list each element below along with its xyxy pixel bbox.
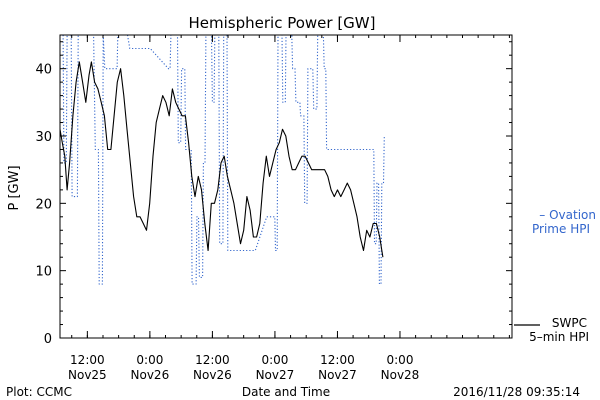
y-tick-label: 40 [35, 63, 52, 78]
legend-swpc-label-line1: SWPC [552, 316, 587, 330]
y-axis-label: P [GW] [7, 165, 22, 210]
legend-swpc-label-line2: 5–min HPI [529, 330, 589, 344]
x-tick-label-date: Nov28 [381, 368, 420, 382]
x-tick-label-time: 0:00 [261, 353, 288, 367]
x-tick-label-time: 12:00 [70, 353, 105, 367]
y-tick-label: 30 [35, 130, 52, 145]
x-tick-label-time: 12:00 [320, 353, 355, 367]
footer-timestamp: 2016/11/28 09:35:14 [453, 385, 580, 399]
y-tick-label: 20 [35, 197, 52, 212]
y-tick-label: 10 [35, 265, 52, 280]
x-tick-label-time: 12:00 [195, 353, 230, 367]
x-axis-label: Date and Time [242, 385, 330, 399]
series-line-swpc-hpi [60, 61, 384, 258]
footer-plot-credit: Plot: CCMC [6, 385, 72, 399]
chart-title: Hemispheric Power [GW] [189, 14, 376, 32]
plot-frame [59, 34, 513, 339]
x-tick-label-date: Nov27 [318, 368, 357, 382]
series-line-ovation-prime-hpi [60, 35, 385, 285]
x-tick-label-date: Nov26 [193, 368, 232, 382]
x-tick-label-date: Nov25 [68, 368, 107, 382]
x-tick-label-time: 0:00 [136, 353, 163, 367]
x-tick-label-date: Nov26 [131, 368, 170, 382]
x-tick-label-time: 0:00 [387, 353, 414, 367]
legend-ovation-label-line1: – Ovation [539, 208, 596, 222]
y-tick-label: 0 [44, 332, 52, 347]
x-tick-label-date: Nov27 [256, 368, 295, 382]
legend-ovation-label-line2: Prime HPI [532, 222, 590, 236]
